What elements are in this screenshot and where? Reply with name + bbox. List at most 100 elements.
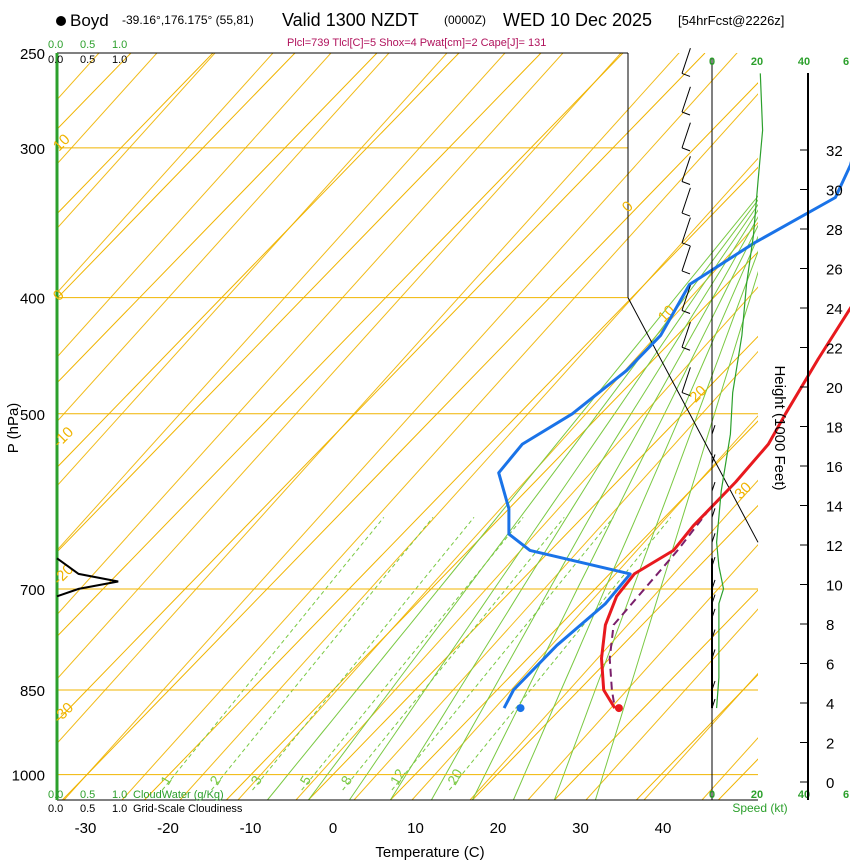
dewpoint-line [497,160,850,709]
temperature-line [600,306,850,709]
mixing-ratio-label: 20 [444,766,466,788]
height-tick-label: 2 [826,736,834,753]
pressure-tick-label: 500 [20,407,45,424]
wind-barb-icon [681,217,691,243]
isotherm-label: 20 [686,382,710,406]
wind-barb-flag-icon [681,392,691,397]
isotherm-line [390,420,758,800]
valid-time: Valid 1300 NZDT [282,10,419,30]
dry-adiabat-line [237,222,758,800]
isotherm-line [554,589,758,800]
temperature-tick-label: 20 [490,820,507,837]
dry-adiabat-line [57,53,390,423]
isotherm-line [472,504,758,800]
height-tick-label: 20 [826,380,843,397]
cloudiness-profile-line [56,557,119,598]
cloudwater-tick-label: 0.0 [48,39,63,51]
height-tick-label: 32 [826,143,843,160]
isotherm-line [636,673,758,800]
wind-barb-flag-icon [681,310,691,314]
surface-dewpoint-marker [516,704,525,713]
dry-adiabat-line [57,53,448,487]
moist-adiabat-line [430,216,758,800]
wind-barb-flag-icon [681,72,691,77]
temperature-tick-label: 40 [655,820,672,837]
cloudiness-top-tick-label: 1.0 [112,54,127,66]
dry-adiabat-line [643,672,758,800]
dry-adiabat-line [527,543,758,800]
pressure-tick-label: 300 [20,141,45,158]
height-tick-label: 4 [826,696,834,713]
wind-barb-icon [711,508,716,518]
cloudwater-bottom-tick-label: 0.0 [48,789,63,801]
moist-adiabat-line [389,209,758,800]
wind-barb-icon [681,48,691,74]
wind-barb-icon [711,629,716,639]
height-axis-label: Height (1000 Feet) [771,365,788,490]
moist-adiabat-line [594,270,758,800]
moist-adiabat-line [471,224,758,800]
wind-barb-flag-icon [681,242,691,247]
temperature-tick-label: -20 [157,820,179,837]
temperature-tick-label: 30 [572,820,589,837]
wind-barb-icon [711,698,716,709]
isotherm-line [57,53,624,638]
cloudiness-top-tick-label: 0.0 [48,54,63,66]
wind-barb-icon [711,579,716,590]
height-tick-label: 6 [826,657,834,674]
cloudwater-bottom-tick-label: 1.0 [112,789,127,801]
cloudiness-top-tick-label: 0.5 [80,54,95,66]
station-coordinates: -39.16°,176.175° (55,81) [122,13,254,27]
mixing-ratio-line [391,516,614,791]
wind-speed-bottom-tick-label: 0 [709,789,715,801]
wind-barb-icon [681,122,691,149]
station-marker-icon [56,16,66,26]
wind-barb-icon [711,425,716,435]
height-tick-label: 14 [826,499,843,516]
moist-adiabat-line [348,203,758,800]
dry-adiabat-line [121,93,758,800]
y-axis-label: P (hPa) [5,403,22,454]
wind-barb-flag-icon [681,181,691,185]
temperature-tick-label: -10 [240,820,262,837]
isotherm-label: 10 [50,131,74,155]
height-tick-label: 0 [826,775,834,792]
parcel-trace-line [608,508,711,709]
wind-barb-icon [711,608,716,619]
moist-adiabat-line [308,199,758,800]
pressure-tick-label: 1000 [12,768,45,785]
cloudiness-bottom-tick-label: 0.0 [48,803,63,815]
dry-adiabat-line [57,53,506,551]
wind-barb-icon [711,680,716,691]
height-tick-label: 22 [826,341,843,358]
dry-adiabat-line [57,53,274,294]
isotherm-line [62,82,758,800]
wind-speed-top-tick-label: 40 [798,56,810,68]
isotherm-label: -10 [50,424,77,451]
wind-barb-icon [681,285,691,311]
cloudwater-tick-label: 0.5 [80,39,95,51]
wind-speed-line [715,73,764,709]
dry-adiabat-line [179,157,758,800]
wind-barb-flag-icon [681,147,691,152]
wind-barb-flag-icon [681,270,691,275]
isotherm-label: -20 [50,561,77,588]
dry-adiabat-line [411,415,758,800]
isotherm-label: 0 [50,287,68,305]
wind-barb-icon [681,321,691,348]
wind-speed-bottom-tick-label: 6 [843,789,849,801]
height-tick-label: 26 [826,262,843,279]
wind-barb-icon [681,187,691,214]
cloudiness-axis-label: Grid-Scale Cloudiness [133,803,243,815]
wind-barb-flag-icon [681,111,691,116]
isotherm-label: -30 [50,699,77,726]
utc-time: (0000Z) [444,13,487,27]
wind-barb-icon [711,533,716,543]
dry-adiabat-line [295,286,758,800]
dry-adiabat-line [585,608,758,800]
wind-barb-icon [681,245,691,272]
height-tick-label: 24 [826,301,843,318]
pressure-tick-label: 400 [20,291,45,308]
isotherm-line [57,53,542,553]
